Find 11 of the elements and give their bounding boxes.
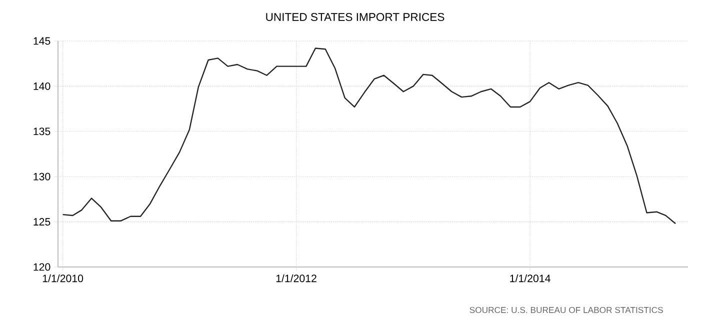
y-tick-label: 145 [34,37,50,45]
source-note: SOURCE: U.S. BUREAU OF LABOR STATISTICS [470,306,663,314]
x-tick-label: 1/1/2012 [276,274,316,282]
x-tick-label: 1/1/2010 [42,274,84,282]
y-tick-label: 125 [34,218,50,226]
y-tick-label: 120 [34,263,50,271]
chart-title: UNITED STATES IMPORT PRICES [266,13,444,21]
y-tick-label: 130 [34,172,50,180]
x-tick-label: 1/1/2014 [510,274,550,282]
y-tick-label: 135 [34,128,50,136]
y-tick-label: 140 [34,82,50,90]
